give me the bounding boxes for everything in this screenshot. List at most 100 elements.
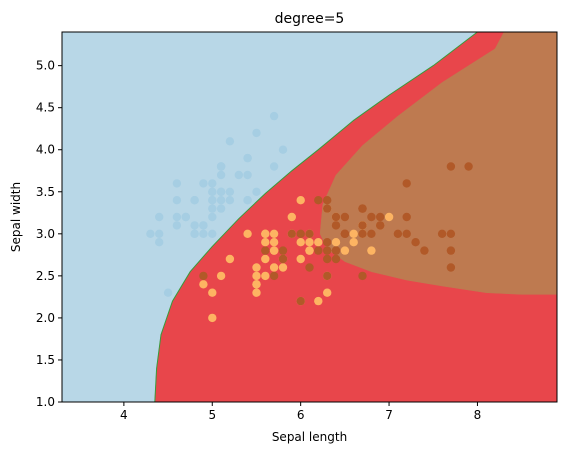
point-class-0 [208, 212, 217, 222]
point-class-2 [323, 204, 332, 213]
point-class-2 [278, 254, 288, 264]
point-class-1 [261, 271, 270, 281]
point-class-0 [172, 212, 182, 222]
decision-boundary-line [154, 32, 478, 402]
scatter-points [146, 111, 473, 323]
point-class-1 [296, 196, 305, 205]
y-tick-label: 1.5 [36, 353, 55, 367]
point-class-1 [384, 212, 394, 222]
point-class-0 [216, 204, 226, 213]
point-class-2 [393, 229, 403, 238]
y-axis: 1.0 1.5 2.0 2.5 3.0 3.5 4.0 4.5 5.0 [36, 59, 62, 409]
point-class-1 [269, 238, 279, 247]
point-class-2 [367, 229, 376, 238]
point-class-0 [252, 128, 261, 138]
y-tick-label: 2.5 [36, 269, 55, 283]
point-class-2 [296, 296, 305, 306]
point-class-1 [323, 288, 332, 297]
y-tick-label: 3.5 [36, 185, 55, 199]
point-class-0 [216, 170, 226, 180]
point-class-0 [172, 221, 182, 230]
point-class-1 [314, 238, 323, 247]
point-class-2 [420, 246, 429, 255]
point-class-1 [287, 212, 296, 222]
point-class-2 [340, 212, 350, 222]
point-class-2 [367, 212, 376, 222]
y-tick-label: 4.0 [36, 143, 55, 157]
y-tick-label: 2.0 [36, 311, 55, 325]
point-class-2 [411, 238, 420, 247]
x-tick-label: 6 [297, 408, 305, 422]
point-class-0 [243, 170, 252, 180]
x-tick-label: 5 [208, 408, 216, 422]
point-class-0 [278, 145, 288, 154]
point-class-0 [216, 187, 226, 196]
point-class-2 [305, 229, 314, 238]
chart-title: degree=5 [275, 11, 345, 27]
point-class-2 [323, 271, 332, 281]
point-class-2 [446, 229, 456, 238]
point-class-1 [252, 263, 261, 272]
point-class-2 [287, 229, 296, 238]
point-class-2 [446, 263, 456, 272]
point-class-0 [234, 170, 243, 180]
point-class-2 [437, 229, 447, 238]
point-class-2 [323, 196, 332, 205]
point-class-0 [252, 187, 261, 196]
point-class-0 [216, 196, 226, 205]
point-class-2 [278, 246, 288, 255]
x-tick-label: 4 [120, 408, 128, 422]
point-class-1 [296, 254, 305, 264]
point-class-2 [376, 221, 385, 230]
point-class-0 [199, 229, 208, 238]
point-class-1 [305, 246, 314, 255]
point-class-1 [296, 238, 305, 247]
point-class-1 [208, 288, 217, 297]
point-class-0 [155, 229, 164, 238]
point-class-0 [225, 137, 235, 146]
point-class-0 [163, 288, 173, 297]
point-class-2 [323, 254, 332, 264]
point-class-0 [190, 229, 199, 238]
point-class-0 [208, 204, 217, 213]
point-class-0 [208, 187, 217, 196]
point-class-0 [146, 229, 155, 238]
point-class-1 [349, 238, 358, 247]
point-class-1 [269, 229, 279, 238]
plot-area [61, 31, 558, 403]
point-class-2 [358, 221, 367, 230]
point-class-1 [331, 238, 341, 247]
point-class-1 [252, 288, 261, 297]
point-class-2 [331, 246, 341, 255]
point-class-0 [181, 212, 190, 222]
point-class-2 [199, 271, 208, 281]
point-class-0 [216, 162, 226, 171]
point-class-0 [269, 111, 279, 121]
point-class-0 [243, 153, 252, 163]
point-class-2 [269, 271, 279, 281]
point-class-2 [323, 238, 332, 247]
point-class-0 [190, 221, 199, 230]
x-axis-label: Sepal length [272, 430, 347, 444]
y-axis-label: Sepal width [9, 182, 23, 252]
decision-regions [62, 32, 557, 402]
y-tick-label: 1.0 [36, 395, 55, 409]
point-class-0 [269, 162, 279, 171]
point-class-2 [331, 254, 341, 264]
plot-frame [61, 31, 558, 403]
x-tick-label: 8 [474, 408, 482, 422]
point-class-1 [261, 238, 270, 247]
point-class-2 [261, 246, 270, 255]
point-class-0 [155, 212, 164, 222]
y-tick-label: 4.5 [36, 101, 55, 115]
point-class-1 [208, 313, 217, 323]
point-class-1 [305, 238, 314, 247]
point-class-1 [243, 229, 252, 238]
point-class-1 [252, 280, 261, 289]
point-class-2 [314, 246, 323, 255]
point-class-2 [323, 246, 332, 255]
point-class-2 [358, 204, 367, 213]
point-class-0 [243, 196, 252, 205]
point-class-0 [172, 179, 182, 188]
point-class-0 [208, 229, 217, 238]
